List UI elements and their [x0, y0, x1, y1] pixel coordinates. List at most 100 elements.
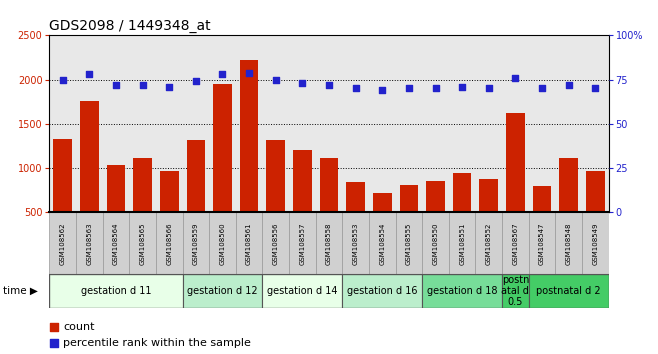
Bar — [342, 274, 422, 308]
Text: GSM108555: GSM108555 — [406, 222, 412, 264]
Text: gestation d 18: gestation d 18 — [427, 286, 497, 296]
Bar — [316, 212, 342, 274]
Point — [57, 77, 68, 82]
Bar — [555, 212, 582, 274]
Text: GSM108565: GSM108565 — [139, 222, 145, 265]
Bar — [182, 274, 263, 308]
Point — [324, 82, 334, 88]
Point — [84, 72, 95, 77]
Bar — [422, 274, 502, 308]
Bar — [395, 212, 422, 274]
Point — [484, 86, 494, 91]
Point — [111, 82, 121, 88]
Text: GSM108562: GSM108562 — [60, 222, 66, 265]
Text: gestation d 16: gestation d 16 — [347, 286, 418, 296]
Bar — [533, 186, 551, 257]
Bar — [422, 212, 449, 274]
Bar — [289, 212, 316, 274]
Bar — [80, 101, 99, 257]
Bar — [502, 274, 529, 308]
Text: GSM108561: GSM108561 — [246, 222, 252, 265]
Point — [377, 87, 388, 93]
Point — [164, 84, 174, 90]
Bar — [103, 212, 129, 274]
Text: gestation d 14: gestation d 14 — [267, 286, 338, 296]
Text: count: count — [63, 322, 95, 332]
Bar — [502, 212, 529, 274]
Point — [403, 86, 414, 91]
Text: GSM108567: GSM108567 — [513, 222, 519, 265]
Bar — [346, 182, 365, 257]
Point — [430, 86, 441, 91]
Bar — [449, 212, 476, 274]
Text: GSM108566: GSM108566 — [166, 222, 172, 265]
Point — [510, 75, 520, 81]
Text: GSM108549: GSM108549 — [592, 222, 598, 265]
Bar — [186, 140, 205, 257]
Bar — [320, 158, 338, 257]
Bar — [266, 140, 285, 257]
Bar — [236, 212, 263, 274]
Text: GSM108557: GSM108557 — [299, 222, 305, 265]
Point — [350, 86, 361, 91]
Bar — [53, 139, 72, 257]
Point — [457, 84, 467, 90]
Bar — [156, 212, 182, 274]
Bar — [559, 158, 578, 257]
Text: GSM108559: GSM108559 — [193, 222, 199, 265]
Bar — [49, 274, 182, 308]
Bar — [209, 212, 236, 274]
Bar — [129, 212, 156, 274]
Point — [191, 79, 201, 84]
Text: postnatal d 2: postnatal d 2 — [536, 286, 601, 296]
Text: percentile rank within the sample: percentile rank within the sample — [63, 338, 251, 348]
Bar — [213, 84, 232, 257]
Bar — [240, 60, 259, 257]
Point — [49, 341, 59, 346]
Point — [244, 70, 255, 75]
Text: GSM108547: GSM108547 — [539, 222, 545, 265]
Bar — [399, 185, 418, 257]
Text: GSM108548: GSM108548 — [566, 222, 572, 265]
Bar — [160, 171, 178, 257]
Text: time ▶: time ▶ — [3, 286, 38, 296]
Bar — [49, 212, 76, 274]
Bar — [373, 193, 392, 257]
Bar — [263, 274, 342, 308]
Text: GSM108563: GSM108563 — [86, 222, 92, 265]
Bar — [76, 212, 103, 274]
Text: GSM108552: GSM108552 — [486, 222, 492, 264]
Point — [49, 325, 59, 330]
Bar — [263, 212, 289, 274]
Text: GSM108556: GSM108556 — [272, 222, 279, 265]
Point — [297, 80, 308, 86]
Text: postn
atal d
0.5: postn atal d 0.5 — [501, 275, 530, 307]
Text: GSM108558: GSM108558 — [326, 222, 332, 265]
Bar — [107, 165, 125, 257]
Point — [217, 72, 228, 77]
Bar — [293, 150, 312, 257]
Bar — [342, 212, 369, 274]
Text: GSM108550: GSM108550 — [432, 222, 438, 265]
Text: GSM108554: GSM108554 — [379, 222, 386, 264]
Bar — [453, 172, 472, 257]
Bar — [133, 159, 152, 257]
Bar — [529, 212, 555, 274]
Point — [138, 82, 148, 88]
Text: GSM108551: GSM108551 — [459, 222, 465, 265]
Bar — [369, 212, 395, 274]
Text: GSM108553: GSM108553 — [353, 222, 359, 265]
Point — [590, 86, 601, 91]
Text: GDS2098 / 1449348_at: GDS2098 / 1449348_at — [49, 19, 211, 33]
Bar — [582, 212, 609, 274]
Text: gestation d 12: gestation d 12 — [187, 286, 258, 296]
Point — [563, 82, 574, 88]
Point — [270, 77, 281, 82]
Text: gestation d 11: gestation d 11 — [81, 286, 151, 296]
Bar — [476, 212, 502, 274]
Bar — [506, 113, 524, 257]
Bar — [529, 274, 609, 308]
Bar — [586, 171, 605, 257]
Bar — [480, 179, 498, 257]
Point — [537, 86, 547, 91]
